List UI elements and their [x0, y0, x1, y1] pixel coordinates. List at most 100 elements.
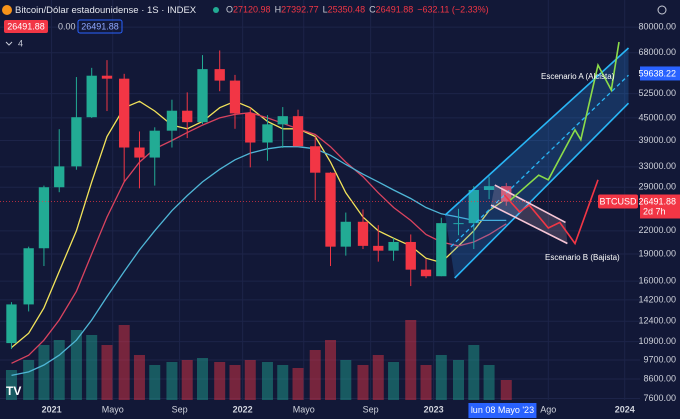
candle-body: [54, 166, 65, 188]
quote-value: 27120.98: [233, 5, 271, 15]
x-tick-label: 2023: [424, 404, 444, 414]
moving-average: [11, 146, 507, 377]
drawing-layer: [0, 41, 640, 279]
candle-body: [436, 223, 447, 277]
candle-body: [340, 221, 351, 247]
volume-bar: [229, 365, 241, 400]
volume-bar: [453, 360, 465, 400]
candle-body: [86, 75, 97, 118]
volume-bar: [133, 355, 145, 400]
candle-body: [453, 223, 464, 225]
price-label: 26491.88: [638, 196, 676, 206]
y-tick-label: 29000.00: [638, 182, 676, 192]
volume-bar: [357, 365, 369, 400]
candle-body: [38, 187, 50, 249]
y-tick-label: 39000.00: [638, 135, 676, 145]
y-tick-label: 12400.00: [638, 316, 676, 326]
candle-body: [134, 147, 145, 158]
quote-key: H: [275, 5, 282, 15]
volume-bar: [292, 368, 304, 400]
channel-line: [490, 204, 568, 245]
volume-bar: [70, 330, 82, 400]
candle-body: [483, 186, 495, 190]
quote-value: 25350.48: [328, 5, 366, 15]
price-tag: [640, 194, 680, 219]
countdown-label: 2d 7h: [643, 206, 666, 216]
volume-bar: [261, 362, 273, 400]
candle-body: [119, 78, 130, 148]
quote-value: 27392.77: [281, 5, 319, 15]
symbol-tag: [598, 194, 638, 209]
input-value: 0.00: [58, 21, 76, 31]
symbol-label: BTCUSD: [599, 196, 637, 206]
volume-bar: [435, 355, 447, 400]
candle-body: [182, 110, 193, 123]
candle-body: [214, 69, 225, 81]
channel-line: [444, 47, 630, 216]
collapse-icon[interactable]: [5, 41, 13, 46]
symbol: Bitcoin/Dólar estadounidense · 1S · INDE…: [15, 5, 197, 16]
y-tick-label: 33000.00: [638, 161, 676, 171]
channel-midline: [450, 74, 629, 248]
x-tick-label: Ago: [540, 404, 556, 414]
candle-body: [325, 172, 336, 247]
volume-bar: [309, 350, 321, 400]
candle-layer: [6, 50, 512, 350]
volume-bar: [23, 360, 35, 400]
channel-line: [454, 102, 630, 279]
volume-bar: [483, 365, 495, 400]
candle-body: [357, 221, 369, 246]
volume-bar: [53, 340, 65, 400]
candle-body: [262, 124, 273, 143]
volume-bar: [118, 325, 130, 400]
candle-body: [388, 241, 399, 251]
price-marker: [640, 66, 680, 81]
quote-change: −632.11 (−2.33%): [417, 5, 488, 15]
candle-body: [373, 245, 384, 251]
volume-bar: [181, 360, 193, 400]
indicator-count: 4: [18, 38, 23, 48]
candle-body: [501, 186, 512, 202]
candle-body: [292, 116, 304, 147]
y-tick-label: 80000.00: [638, 21, 676, 31]
volume-bar: [244, 360, 256, 400]
y-tick-label: 22000.00: [638, 225, 676, 235]
volume-bar: [86, 335, 98, 400]
ma-layer: [11, 100, 507, 377]
quote-key: L: [323, 5, 328, 15]
theme-icon[interactable]: [657, 5, 667, 15]
moving-average: [11, 100, 507, 348]
candle-body: [6, 304, 17, 344]
volume-bar: [149, 365, 161, 400]
volume-bar: [5, 370, 17, 400]
candle-body: [277, 116, 288, 125]
input-box[interactable]: [77, 19, 123, 34]
x-tick-label: 2021: [42, 404, 62, 414]
y-tick-label: 52500.00: [638, 88, 676, 98]
y-tick-label: 10900.00: [638, 336, 676, 346]
volume-bar: [468, 345, 480, 400]
candle-body: [468, 189, 479, 224]
y-tick-label: 7600.00: [643, 393, 676, 403]
candle-body: [101, 75, 113, 79]
input-box[interactable]: [4, 20, 48, 33]
channel-line: [494, 184, 566, 224]
volume-bar: [420, 365, 432, 400]
volume-bar: [197, 358, 209, 400]
y-tick-label: 68000.00: [638, 47, 676, 57]
volume-bar: [166, 362, 178, 400]
scenario-label: Escenario B (Bajista): [545, 253, 620, 262]
y-tick-label: 9700.00: [643, 354, 676, 364]
status-dot: [213, 7, 219, 13]
input-value: 26491.88: [81, 21, 119, 31]
coin-icon: [2, 5, 12, 15]
scenario-path: [503, 179, 599, 246]
candle-body: [310, 146, 321, 173]
y-tick-label: 45000.00: [638, 112, 676, 122]
x-tick-label: Mayo: [293, 404, 315, 414]
candle-body: [197, 69, 208, 123]
volume-bar: [388, 362, 400, 400]
volume-bar: [372, 355, 384, 400]
